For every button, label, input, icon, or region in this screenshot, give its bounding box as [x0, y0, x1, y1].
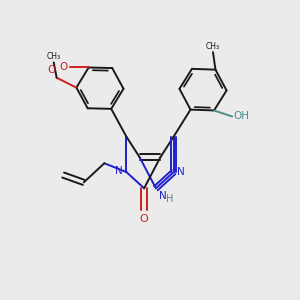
Text: O: O [60, 62, 68, 73]
Text: CH₃: CH₃ [46, 52, 61, 61]
Text: OH: OH [234, 112, 250, 122]
Text: O: O [47, 65, 55, 75]
Text: N: N [177, 167, 185, 177]
Text: O: O [140, 214, 148, 224]
Text: H: H [166, 194, 174, 204]
Text: N: N [115, 166, 123, 176]
Text: CH₃: CH₃ [206, 42, 220, 51]
Text: N: N [159, 190, 167, 201]
